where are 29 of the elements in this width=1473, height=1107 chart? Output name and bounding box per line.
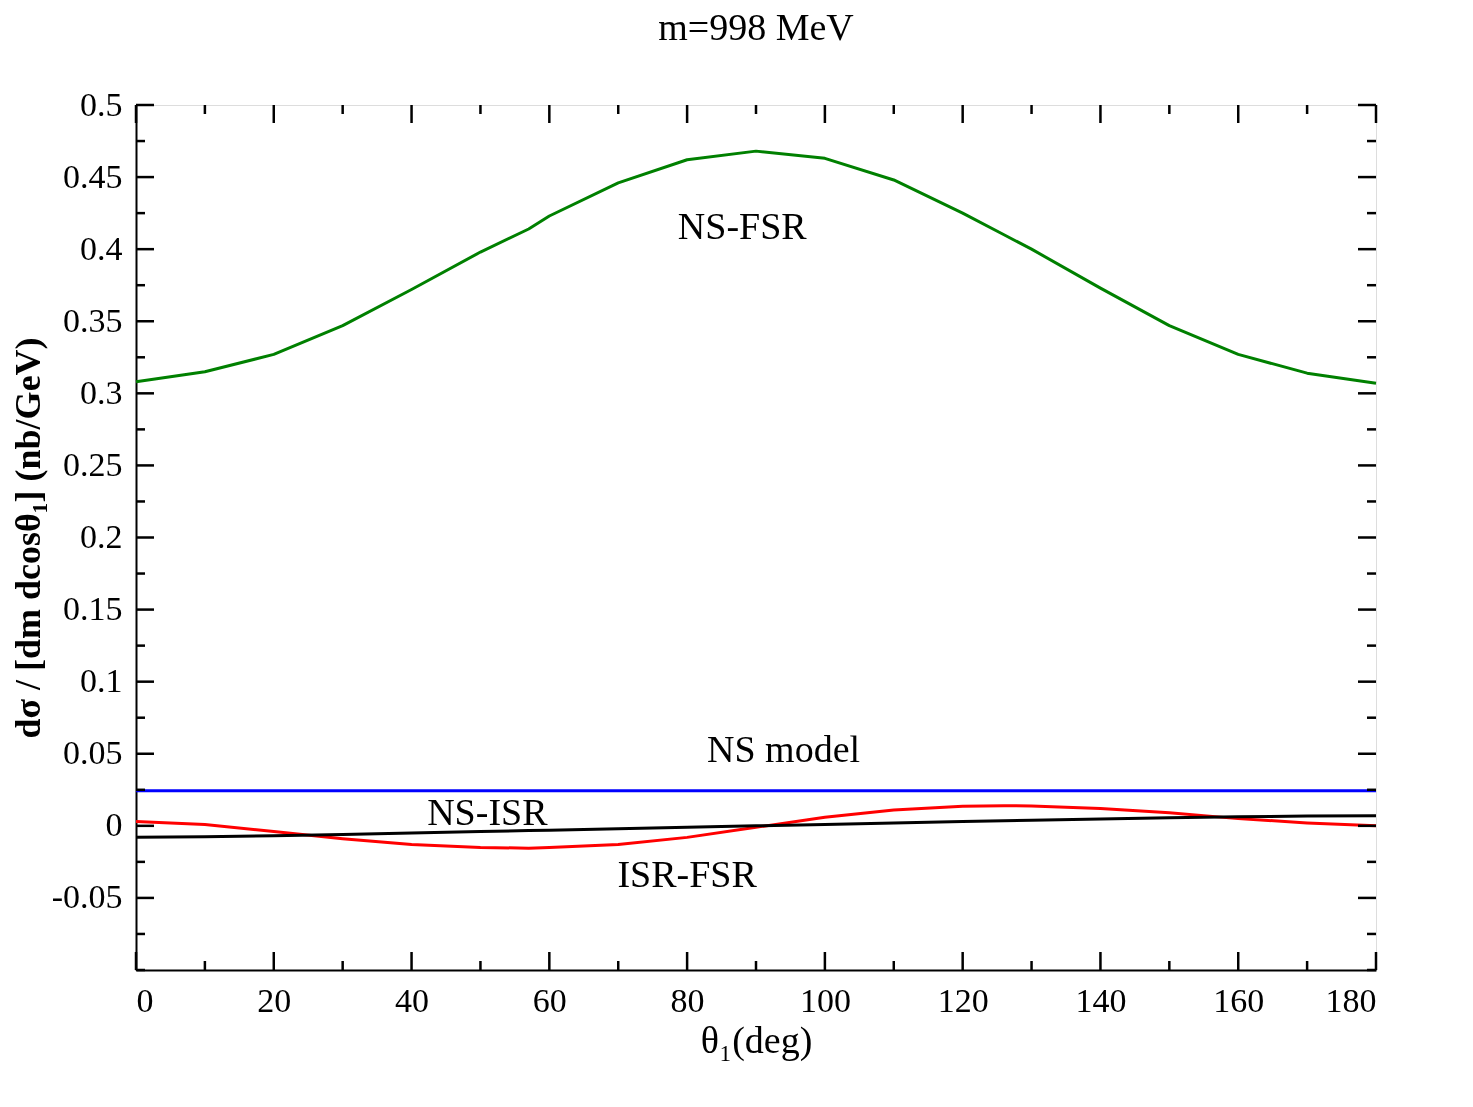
x-tick-label: 120 (937, 981, 989, 1019)
x-tick-label: 160 (1213, 981, 1265, 1019)
y-axis-title: dσ / [dm dcosθ₁] (nb/GeV) (7, 337, 48, 739)
x-tick-label: 0 (136, 981, 154, 1019)
x-tick-label: 80 (670, 981, 705, 1019)
y-tick-label: -0.05 (51, 878, 123, 916)
x-tick-label: 20 (257, 981, 292, 1019)
y-tick-label: 0 (105, 806, 123, 844)
y-tick-label: 0.4 (80, 229, 123, 267)
x-tick-label: 180 (1325, 981, 1377, 1019)
y-tick-label: 0.1 (80, 662, 123, 700)
series-label: NS-FSR (677, 204, 808, 247)
x-tick-label: 40 (395, 981, 430, 1019)
y-tick-label: 0.35 (63, 301, 123, 339)
series-label: NS-ISR (427, 791, 549, 834)
series-label: ISR-FSR (617, 853, 758, 896)
y-tick-label: 0.25 (63, 445, 123, 483)
y-tick-label: 0.3 (80, 373, 123, 411)
y-tick-label: 0.45 (63, 157, 123, 195)
x-tick-label: 60 (532, 981, 567, 1019)
y-tick-label: 0.15 (63, 590, 123, 628)
y-tick-label: 0.5 (80, 85, 123, 123)
series-label: NS model (707, 727, 861, 770)
x-tick-label: 140 (1075, 981, 1127, 1019)
chart-title: m=998 MeV (658, 6, 855, 48)
y-tick-label: 0.05 (63, 734, 123, 772)
x-tick-label: 100 (799, 981, 851, 1019)
x-axis-title: θ₁(deg) (700, 1018, 813, 1062)
y-tick-label: 0.2 (80, 518, 123, 555)
